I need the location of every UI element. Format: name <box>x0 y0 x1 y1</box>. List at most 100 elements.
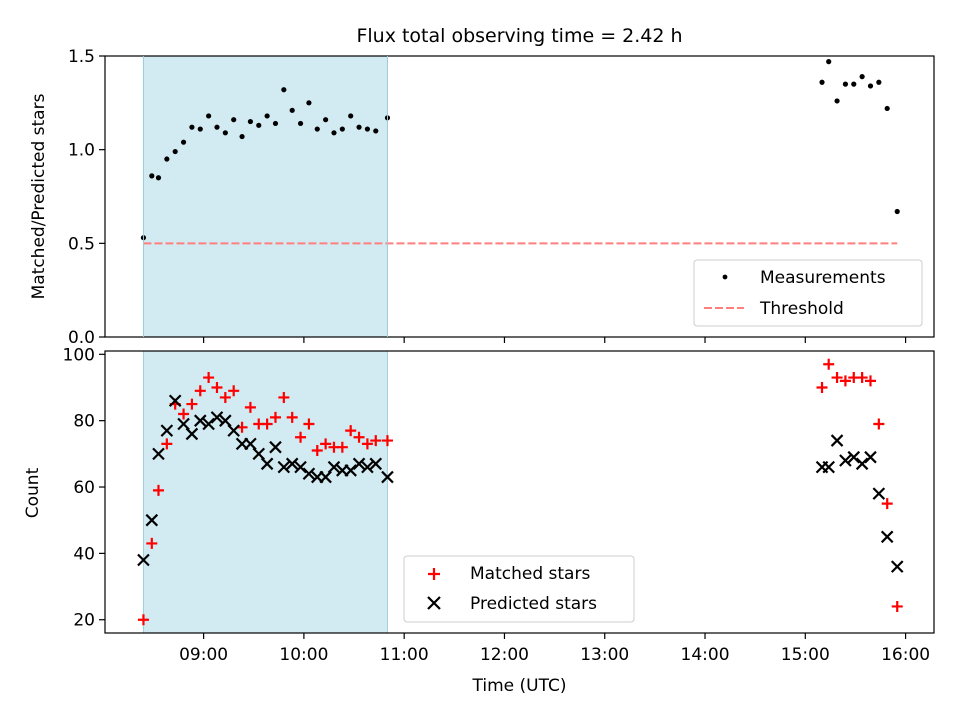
measurement-point <box>222 130 228 136</box>
predicted-star-point <box>210 411 224 424</box>
legend-predicted-label: Predicted stars <box>470 594 597 614</box>
predicted-star-point <box>302 467 316 481</box>
matched-star-point <box>161 438 173 450</box>
predicted-star-point <box>880 530 894 544</box>
bottom-y-tick-label: 100 <box>63 345 95 365</box>
bottom-x-label: Time (UTC) <box>472 676 567 696</box>
predicted-star-point <box>277 460 291 474</box>
measurement-point <box>231 117 237 123</box>
measurement-point <box>373 128 379 134</box>
legend-predicted-marker <box>427 596 441 610</box>
matched-star-point <box>269 411 281 423</box>
matched-star-point <box>381 435 393 447</box>
measurement-point <box>867 83 874 89</box>
measurement-point <box>247 118 254 125</box>
predicted-star-point <box>361 460 374 474</box>
matched-star-point <box>370 435 382 447</box>
matched-star-point <box>261 418 273 430</box>
measurement-point <box>876 79 882 85</box>
predicted-star-point <box>202 417 215 431</box>
predicted-star-point <box>168 394 182 408</box>
legend-measurements-marker <box>722 274 728 280</box>
measurement-point <box>256 122 262 128</box>
measurement-point <box>239 133 245 140</box>
legend-matched-marker <box>428 568 440 580</box>
predicted-star-point <box>145 513 159 527</box>
measurement-point <box>826 59 832 65</box>
legend-matched-label: Matched stars <box>470 564 590 584</box>
bottom-y-label: Count <box>23 467 43 518</box>
top-y-tick-label: 1.5 <box>68 47 95 67</box>
legend-measurements-label: Measurements <box>760 268 886 288</box>
measurement-point <box>189 124 195 130</box>
predicted-star-point <box>381 470 394 484</box>
matched-star-point <box>228 385 240 397</box>
measurement-point <box>289 107 295 113</box>
predicted-star-point <box>219 414 232 427</box>
bottom-x-tick-label: 11:00 <box>380 645 429 665</box>
count-panel: 20 40 60 80 100 09:00 10:00 11:00 12:00 13:00 14:0… <box>23 345 935 696</box>
predicted-star-point <box>344 464 357 477</box>
measurement-point <box>819 79 825 85</box>
predicted-star-point <box>160 424 174 437</box>
chart-title: Flux total observing time = 2.42 h <box>356 25 682 47</box>
measurement-point <box>859 74 865 80</box>
measurement-point <box>297 120 304 127</box>
bottom-shaded-interval <box>143 351 388 633</box>
matched-star-point <box>203 372 215 384</box>
matched-star-point <box>320 438 332 450</box>
measurement-point <box>206 113 212 119</box>
top-y-tick-label: 1.0 <box>68 141 95 161</box>
matched-star-point <box>345 425 357 437</box>
matched-star-point <box>864 375 876 387</box>
matched-star-point <box>881 498 893 510</box>
top-y-tick-label: 0.5 <box>68 234 95 254</box>
predicted-star-point <box>137 553 150 567</box>
matched-star-point <box>286 411 298 423</box>
matched-star-point <box>186 398 198 410</box>
matched-star-point <box>194 385 206 397</box>
predicted-star-point <box>152 447 165 461</box>
bottom-axes-frame <box>104 350 935 634</box>
count-points <box>137 358 904 626</box>
predicted-star-point <box>193 414 207 427</box>
measurement-point <box>281 87 287 93</box>
predicted-star-point <box>252 447 266 461</box>
matched-star-point <box>353 431 365 443</box>
predicted-star-point <box>890 560 904 573</box>
matched-star-point <box>278 391 290 403</box>
bottom-x-tick-label: 14:00 <box>681 645 730 665</box>
measurement-point <box>164 156 170 162</box>
top-y-tick-label: 0.0 <box>68 328 95 348</box>
measurement-point <box>272 120 279 127</box>
measurement-point <box>197 126 203 132</box>
measurement-points <box>140 59 900 241</box>
legend-threshold-label: Threshold <box>759 299 844 319</box>
top-tick-group: 0.0 0.5 1.0 1.5 <box>68 47 907 348</box>
measurement-point <box>339 126 345 132</box>
bottom-x-tick-label: 12:00 <box>480 645 529 665</box>
matched-star-point <box>891 600 903 612</box>
measurement-point <box>155 175 162 181</box>
measurement-point <box>851 81 857 87</box>
predicted-star-point <box>352 457 366 471</box>
predicted-star-point <box>260 457 274 471</box>
predicted-star-point <box>319 470 332 484</box>
top-legend-box <box>693 259 923 327</box>
measurement-point <box>834 98 840 104</box>
measurement-point <box>894 208 900 215</box>
bottom-x-tick-label: 15:00 <box>781 645 830 665</box>
matched-star-point <box>178 408 190 420</box>
predicted-star-point <box>285 457 299 471</box>
measurement-point <box>364 126 371 132</box>
measurement-point <box>314 126 320 132</box>
matched-star-point <box>336 441 348 453</box>
predicted-star-point <box>269 440 282 454</box>
predicted-star-point <box>847 450 861 464</box>
measurement-point <box>172 148 178 155</box>
matched-star-point <box>831 372 843 384</box>
measurement-point <box>214 124 220 130</box>
measurement-point <box>331 130 337 136</box>
predicted-star-point <box>227 424 240 437</box>
